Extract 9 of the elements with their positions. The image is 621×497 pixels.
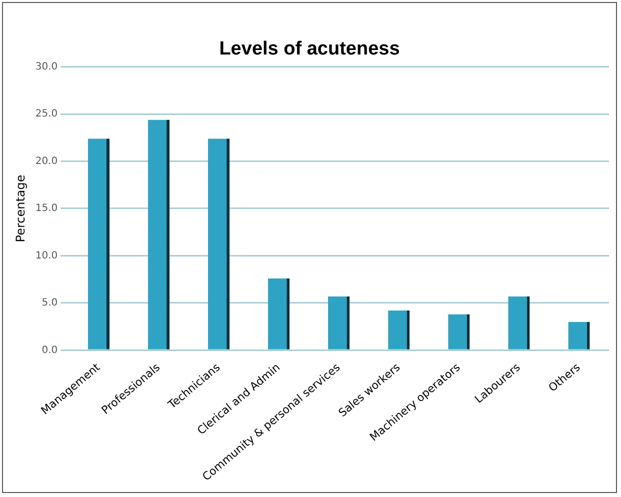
y-tick-label: 25.0 xyxy=(35,108,58,120)
y-tick-label: 15.0 xyxy=(35,203,58,214)
y-axis-title: Percentage xyxy=(13,174,28,242)
chart-title: Levels of acuteness xyxy=(219,38,400,60)
y-tick-label: 0.0 xyxy=(42,344,58,356)
y-tick-label: 20.0 xyxy=(35,156,58,167)
y-tick-label: 10.0 xyxy=(35,250,58,262)
y-tick-label: 5.0 xyxy=(42,298,58,309)
y-tick-label: 30.0 xyxy=(35,61,58,72)
